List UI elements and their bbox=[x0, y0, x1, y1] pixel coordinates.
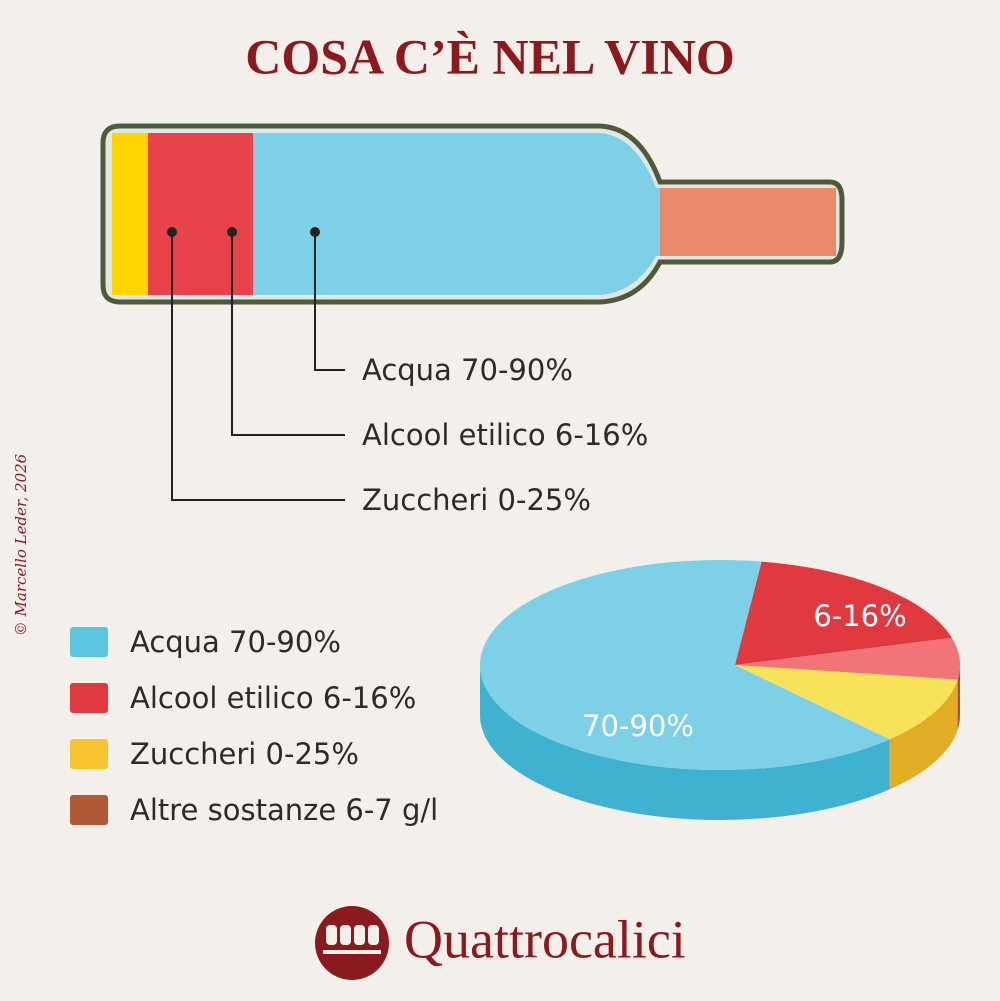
pie-side bbox=[957, 665, 960, 730]
pie-slice bbox=[735, 665, 958, 740]
legend-swatch bbox=[70, 739, 108, 769]
neck-fill bbox=[660, 188, 836, 256]
logo-glasses bbox=[323, 925, 381, 954]
legend-swatch bbox=[70, 683, 108, 713]
callout-lines bbox=[171, 232, 345, 501]
logo bbox=[315, 906, 389, 980]
alcohol-fill bbox=[148, 133, 253, 295]
water-fill bbox=[253, 133, 660, 295]
callout-label: Alcool etilico 6-16% bbox=[362, 418, 648, 452]
legend-label: Acqua 70-90% bbox=[130, 625, 341, 659]
pie-slice bbox=[735, 561, 952, 665]
callout-label: Zuccheri 0-25% bbox=[362, 483, 591, 517]
pie-slice bbox=[735, 637, 960, 680]
title: COSA C’È NEL VINO bbox=[245, 28, 734, 84]
brand: Quattrocalici bbox=[404, 909, 686, 969]
legend-label: Alcool etilico 6-16% bbox=[130, 681, 416, 715]
callout-label: Acqua 70-90% bbox=[362, 353, 573, 387]
legend-label: Altre sostanze 6-7 g/l bbox=[130, 793, 438, 827]
legend: Acqua 70-90% Alcool etilico 6-16% Zuccheri… bbox=[70, 625, 438, 827]
pie-label: 6-16% bbox=[813, 599, 906, 633]
sugar-fill bbox=[112, 133, 148, 295]
legend-label: Zuccheri 0-25% bbox=[130, 737, 359, 771]
pie-label: 70-90% bbox=[582, 709, 694, 743]
legend-swatch bbox=[70, 627, 108, 657]
pie-slice bbox=[480, 560, 890, 771]
pie-side bbox=[480, 665, 890, 821]
callout-dots bbox=[167, 227, 320, 237]
credit: © Marcello Leder, 2026 bbox=[12, 453, 30, 636]
pie-side bbox=[889, 679, 958, 790]
legend-swatch bbox=[70, 795, 108, 825]
pie bbox=[480, 560, 960, 821]
